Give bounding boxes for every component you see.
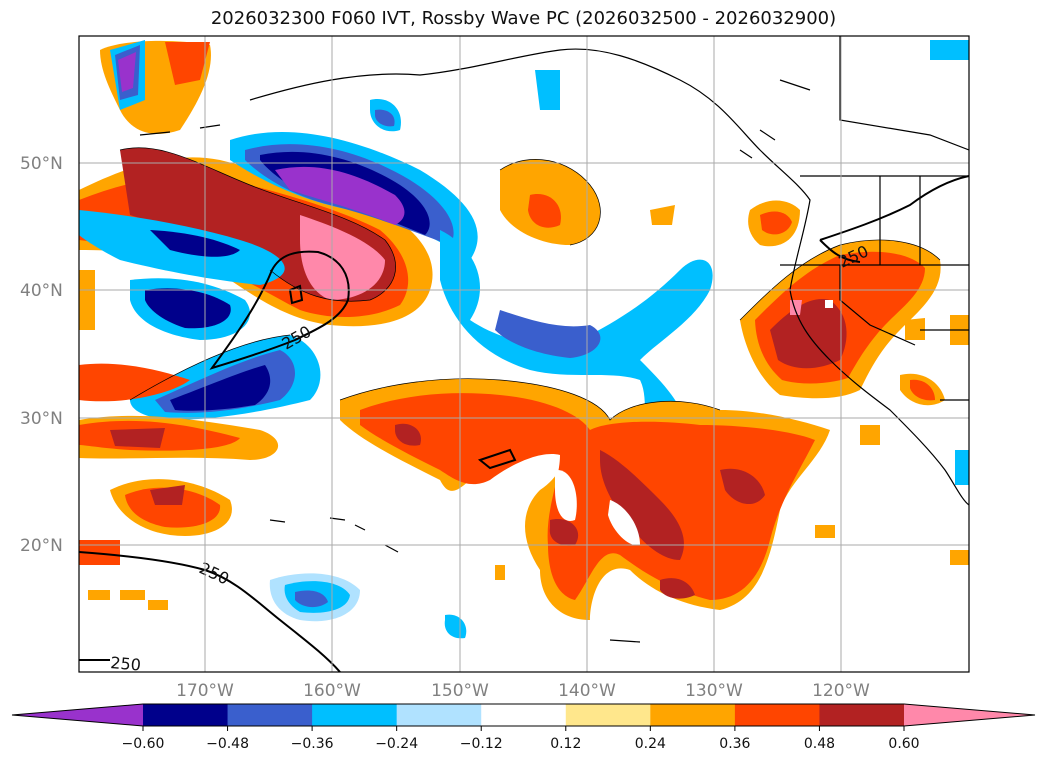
colorbar-segment xyxy=(312,704,398,726)
colorbar-extend-low xyxy=(12,704,143,726)
gridlines xyxy=(79,36,969,672)
ivt-contour-lines xyxy=(119,147,941,421)
colorbar-tick-label: 0.24 xyxy=(635,736,666,752)
colorbar-tick-label: 0.36 xyxy=(719,736,750,752)
colorbar-segment xyxy=(734,704,820,726)
contour-label: 250 xyxy=(110,653,142,675)
lon-tick-label: 130°W xyxy=(685,681,743,701)
lat-tick-label: 40°N xyxy=(20,281,63,301)
map-title: 2026032300 F060 IVT, Rossby Wave PC (202… xyxy=(210,8,837,29)
lon-tick-label: 150°W xyxy=(431,681,489,701)
colorbar-tick-label: −0.48 xyxy=(206,736,249,752)
colorbar-tick-label: −0.24 xyxy=(375,736,418,752)
lat-tick-label: 50°N xyxy=(20,154,63,174)
colorbar-segment xyxy=(650,704,736,726)
map-panel[interactable]: 250 250 250 250 xyxy=(79,36,969,675)
colorbar-extend-high xyxy=(904,704,1035,726)
lon-labels: 170°W 160°W 150°W 140°W 130°W 120°W xyxy=(176,681,870,701)
rossby-contours xyxy=(79,175,969,672)
lon-tick-label: 170°W xyxy=(176,681,234,701)
colorbar-tick-label: −0.12 xyxy=(460,736,503,752)
colorbar-tick-label: 0.60 xyxy=(888,736,919,752)
colorbar: −0.60 −0.48 −0.36 −0.24 −0.12 0.12 0.24 0.36 0.4… xyxy=(11,703,1036,752)
colorbar-tick-label: −0.36 xyxy=(291,736,334,752)
coastlines xyxy=(139,36,969,643)
colorbar-tick-label: 0.12 xyxy=(550,736,581,752)
lon-tick-label: 140°W xyxy=(558,681,616,701)
lat-tick-label: 20°N xyxy=(20,536,63,556)
lon-tick-label: 160°W xyxy=(303,681,361,701)
colorbar-segment xyxy=(819,704,905,726)
colorbar-segment xyxy=(396,704,482,726)
colorbar-tick-label: 0.48 xyxy=(804,736,835,752)
colorbar-segment xyxy=(565,704,651,726)
lat-tick-label: 30°N xyxy=(20,409,63,429)
colorbar-tick-label: −0.60 xyxy=(122,736,165,752)
lon-tick-label: 120°W xyxy=(812,681,870,701)
colorbar-segment xyxy=(227,704,313,726)
ivt-shading xyxy=(79,40,969,639)
colorbar-segment xyxy=(143,704,229,726)
lat-labels: 50°N 40°N 30°N 20°N xyxy=(20,154,63,556)
colorbar-segment xyxy=(481,704,567,726)
map-frame xyxy=(78,35,970,673)
